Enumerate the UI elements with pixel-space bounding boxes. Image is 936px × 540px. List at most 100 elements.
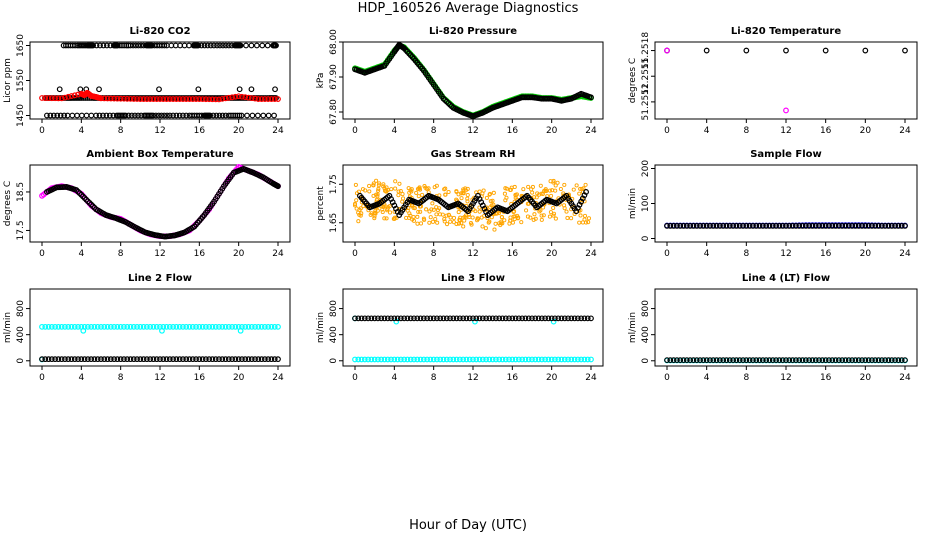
- data-point: [68, 93, 75, 99]
- data-point: [220, 42, 226, 49]
- data-point: [397, 181, 402, 186]
- data-point: [356, 219, 361, 224]
- data-point: [812, 222, 819, 229]
- data-point: [404, 215, 409, 220]
- data-point: [94, 356, 101, 363]
- data-point: [72, 42, 79, 49]
- data-point: [789, 222, 796, 229]
- data-point: [551, 213, 556, 218]
- data-point: [98, 323, 104, 330]
- data-point: [104, 323, 111, 330]
- data-point: [426, 186, 431, 191]
- data-point: [437, 356, 444, 363]
- data-point: [440, 356, 447, 363]
- x-tick-label: 24: [585, 249, 597, 259]
- data-point: [453, 356, 460, 363]
- y-tick-label: 17.5: [16, 220, 26, 240]
- data-point: [219, 112, 226, 119]
- data-point: [183, 356, 190, 363]
- data-point: [437, 315, 444, 322]
- data-point: [414, 356, 421, 363]
- x-axis-label: Hour of Day (UTC): [409, 518, 527, 533]
- data-point: [581, 315, 588, 322]
- data-point: [499, 356, 506, 363]
- data-point: [532, 315, 539, 322]
- data-point: [78, 356, 85, 363]
- y-axis-label: Licor ppm: [3, 58, 13, 103]
- data-point: [52, 356, 59, 363]
- data-point: [271, 323, 278, 330]
- data-point: [384, 216, 389, 221]
- data-point: [42, 323, 49, 330]
- data-point: [489, 315, 496, 322]
- panel-title: Gas Stream RH: [431, 149, 516, 160]
- data-point: [839, 357, 846, 364]
- data-point: [198, 42, 205, 49]
- data-point: [577, 191, 582, 196]
- data-point: [272, 86, 278, 93]
- data-point: [766, 222, 773, 229]
- data-point: [683, 222, 690, 229]
- x-tick-label: 16: [820, 126, 832, 136]
- data-point: [551, 180, 556, 185]
- data-point: [376, 183, 381, 188]
- data-point: [835, 222, 842, 229]
- data-point: [491, 190, 496, 195]
- data-point: [520, 194, 525, 199]
- data-point: [100, 112, 106, 119]
- data-point: [855, 357, 862, 364]
- data-point: [176, 112, 183, 119]
- data-point: [849, 357, 856, 364]
- data-point: [416, 194, 421, 199]
- data-point: [375, 208, 380, 213]
- data-point: [582, 213, 588, 218]
- y-axis-label: degrees C: [3, 181, 13, 226]
- y-tick-label: 0: [641, 235, 651, 241]
- data-point: [515, 315, 522, 322]
- data-point: [195, 42, 202, 49]
- data-point: [461, 215, 466, 220]
- data-point: [69, 112, 76, 119]
- data-point: [372, 216, 377, 221]
- data-point: [389, 187, 394, 192]
- data-point: [134, 323, 140, 330]
- data-point: [371, 183, 376, 188]
- data-point: [763, 222, 770, 229]
- data-point: [473, 209, 478, 214]
- data-point: [486, 315, 493, 322]
- data-point: [492, 227, 497, 232]
- data-point: [48, 356, 55, 363]
- data-point: [253, 42, 260, 49]
- data-point: [147, 323, 154, 330]
- data-point: [512, 209, 517, 214]
- data-point: [822, 357, 829, 364]
- data-point: [746, 357, 753, 364]
- data-point: [519, 220, 524, 225]
- data-point: [710, 222, 717, 229]
- data-point: [161, 42, 168, 49]
- data-point: [445, 222, 450, 227]
- data-point: [483, 226, 488, 231]
- data-point: [479, 215, 484, 220]
- data-point: [802, 222, 809, 229]
- data-point: [477, 209, 482, 214]
- data-point: [385, 206, 390, 212]
- data-point: [411, 356, 417, 363]
- data-point: [388, 356, 394, 363]
- data-point: [806, 357, 813, 364]
- data-point: [417, 356, 424, 363]
- data-point: [183, 112, 190, 119]
- data-point: [687, 222, 694, 229]
- data-point: [404, 315, 411, 322]
- data-point: [124, 323, 131, 330]
- data-point: [558, 356, 565, 363]
- data-point: [822, 47, 829, 54]
- data-point: [483, 356, 490, 363]
- data-point: [535, 356, 542, 363]
- data-point: [488, 199, 493, 204]
- data-point: [680, 357, 687, 364]
- y-tick-label: 51.2515: [641, 58, 651, 95]
- data-point: [155, 112, 162, 119]
- data-point: [888, 222, 895, 229]
- data-point: [885, 357, 892, 364]
